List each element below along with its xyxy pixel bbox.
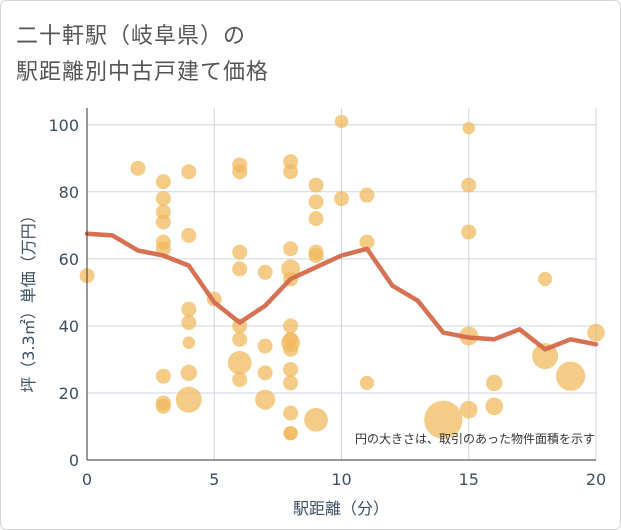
- scatter-bubble: [283, 361, 299, 377]
- y-tick-label: 80: [59, 183, 79, 202]
- y-tick-label: 100: [48, 116, 79, 135]
- scatter-bubble: [182, 336, 196, 349]
- scatter-bubble: [232, 331, 248, 347]
- scatter-bubble: [232, 164, 248, 180]
- x-tick-label: 0: [82, 470, 92, 489]
- y-tick-label: 40: [59, 317, 79, 336]
- scatter-bubble: [181, 164, 197, 180]
- scatter-bubble: [155, 368, 171, 384]
- chart-title-line1: 二十軒駅（岐阜県）の: [16, 24, 247, 49]
- scatter-bubble: [462, 121, 476, 135]
- scatter-bubble: [459, 400, 478, 419]
- scatter-bubble: [283, 241, 299, 257]
- scatter-bubble: [155, 174, 171, 190]
- scatter-bubble: [308, 211, 324, 227]
- y-axis-label: 坪（3.3㎡）単価（万円）: [19, 207, 38, 392]
- x-tick-label: 10: [331, 470, 351, 489]
- scatter-bubble: [308, 194, 324, 210]
- scatter-bubble: [283, 426, 298, 441]
- scatter-bubble: [424, 400, 463, 439]
- scatter-bubble: [283, 405, 299, 421]
- scatter-bubble: [334, 191, 349, 207]
- y-tick-label: 20: [59, 384, 79, 403]
- x-tick-label: 5: [209, 470, 219, 489]
- scatter-bubble: [461, 177, 477, 193]
- scatter-bubble: [232, 372, 248, 388]
- axes-layer: 0 20 40 60 80 100 0 5 10 15 20: [48, 108, 606, 489]
- scatter-bubble: [283, 164, 299, 180]
- scatter-bubble: [461, 224, 477, 240]
- scatter-bubble: [257, 338, 273, 354]
- scatter-bubble: [181, 301, 197, 317]
- scatter-bubble: [232, 261, 248, 277]
- scatter-bubble: [308, 177, 324, 193]
- scatter-bubble: [587, 323, 605, 342]
- scatter-bubble: [485, 397, 504, 416]
- scatter-bubble: [359, 375, 375, 391]
- y-tick-label: 60: [59, 250, 79, 269]
- scatter-bubble: [227, 350, 252, 375]
- average-price-line: [84, 231, 599, 352]
- scatter-bubble: [181, 227, 197, 243]
- scatter-bubble: [283, 375, 299, 391]
- scatter-bubble: [232, 244, 248, 260]
- scatter-bubble: [180, 364, 198, 382]
- y-tick-label: 0: [69, 451, 79, 470]
- chart-title-line2: 駅距離別中古戸建て価格: [16, 60, 270, 85]
- scatter-bubble: [155, 398, 171, 414]
- scatter-bubble: [283, 341, 299, 357]
- scatter-bubble: [155, 191, 171, 207]
- scatter-bubble: [334, 114, 349, 129]
- scatter-bubble: [255, 389, 276, 410]
- scatter-bubble: [485, 374, 503, 392]
- size-note: 円の大きさは、取引のあった物件面積を示す: [355, 431, 595, 446]
- scatter-bubble: [537, 271, 553, 287]
- scatter-bubble: [359, 234, 375, 250]
- scatter-bubble: [304, 407, 328, 432]
- x-tick-label: 20: [586, 470, 606, 489]
- scatter-bubble: [308, 248, 324, 264]
- scatter-bubble: [257, 365, 273, 381]
- x-axis-label: 駅距離（分）: [293, 499, 389, 518]
- trend-line-layer: [84, 231, 599, 352]
- bubble-layer: [79, 114, 605, 441]
- scatter-bubble: [283, 318, 299, 334]
- scatter-bubble: [359, 187, 375, 203]
- scatter-bubble: [532, 343, 559, 370]
- scatter-bubble: [555, 361, 586, 391]
- scatter-bubble: [155, 214, 171, 230]
- scatter-bubble: [130, 160, 146, 176]
- scatter-bubble: [181, 315, 197, 331]
- scatter-bubble: [257, 264, 273, 280]
- x-tick-label: 15: [459, 470, 479, 489]
- scatter-bubble: [175, 386, 202, 413]
